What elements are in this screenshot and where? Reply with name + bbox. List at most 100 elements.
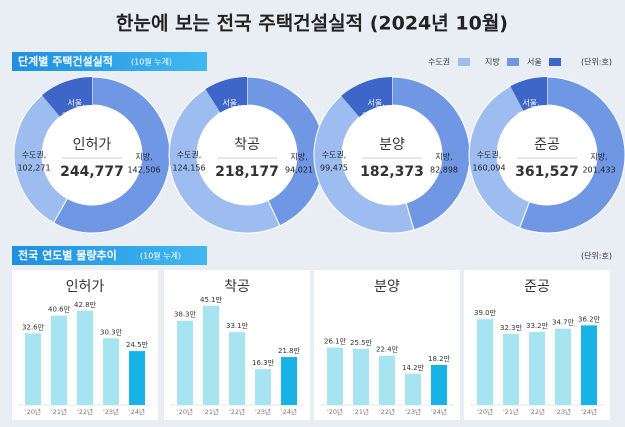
bar [203, 305, 219, 405]
bar [51, 315, 67, 405]
bar [581, 325, 597, 405]
segment-value: 20,578 [362, 112, 390, 121]
donut-total: 361,527 [515, 164, 579, 180]
bar [25, 333, 41, 405]
bar [503, 333, 519, 405]
section-note: (10월 누계) [140, 251, 181, 261]
x-tick-label: '23년 [555, 407, 571, 416]
panel-title: 분양 [374, 279, 400, 295]
value-label: 40.6만 [48, 305, 71, 314]
donut-title: 착공 [234, 137, 260, 153]
donut-segment [510, 77, 547, 111]
bar [177, 320, 193, 405]
bar [129, 351, 145, 405]
segment-label: 지방, [135, 152, 152, 162]
bar [353, 348, 369, 405]
bar [431, 364, 447, 405]
donut-hole [197, 105, 297, 205]
segment-label: 지방, [590, 152, 607, 162]
segment-label: 서울, [67, 99, 84, 108]
value-label: 16.3만 [252, 358, 275, 367]
x-tick-label: '20년 [477, 407, 493, 416]
donut-title: 준공 [534, 137, 560, 153]
x-tick-label: '21년 [353, 407, 369, 416]
donut-total: 182,373 [360, 164, 424, 180]
value-label: 32.6만 [22, 322, 45, 331]
segment-value: 160,094 [472, 164, 505, 173]
page-title: 한눈에 보는 전국 주택건설실적 (2024년 10월) [116, 13, 508, 35]
segment-label: 지방, [290, 152, 307, 162]
legend-label: 서울 [527, 58, 542, 67]
segment-value: 124,156 [172, 164, 205, 173]
donut-title: 인허가 [73, 137, 112, 153]
value-label: 45.1만 [200, 295, 223, 304]
value-label: 22.4만 [376, 345, 399, 354]
donut-segment [42, 77, 92, 117]
bar [555, 328, 571, 405]
section-header [12, 52, 207, 71]
x-tick-label: '22년 [229, 407, 245, 416]
value-label: 24.5만 [126, 340, 149, 349]
x-tick-label: '24년 [431, 407, 447, 416]
legend-label: 지방 [485, 57, 500, 67]
x-tick-label: '24년 [281, 407, 297, 416]
segment-label: 수도권, [322, 150, 347, 160]
value-label: 32.3만 [500, 323, 523, 332]
segment-label: 서울, [367, 99, 384, 108]
value-label: 33.1만 [226, 321, 249, 330]
x-tick-label: '23년 [405, 407, 421, 416]
segment-label: 서울, [222, 99, 239, 108]
x-tick-label: '20년 [327, 407, 343, 416]
value-label: 18.2만 [428, 354, 451, 363]
x-tick-label: '24년 [129, 407, 145, 416]
value-label: 14.2만 [402, 363, 425, 372]
bar [229, 332, 245, 405]
x-tick-label: '22년 [379, 407, 395, 416]
section-label: 단계별 주택건설실적 [18, 54, 113, 68]
segment-label: 수도권, [477, 150, 502, 160]
value-label: 25.5만 [350, 338, 373, 347]
donut-total: 244,777 [60, 164, 124, 180]
x-tick-label: '24년 [581, 407, 597, 416]
bar [77, 310, 93, 405]
segment-value: 201,433 [582, 166, 615, 175]
bar [327, 347, 343, 405]
section-label: 전국 연도별 물량추이 [18, 248, 117, 262]
unit-note: (단위:호) [581, 251, 612, 261]
donut-segment [341, 77, 392, 118]
legend-label: 수도권 [428, 57, 450, 67]
value-label: 39.0만 [474, 308, 497, 317]
segment-value: 19,482 [217, 112, 245, 121]
section-header [12, 246, 207, 265]
x-tick-label: '20년 [177, 407, 193, 416]
x-tick-label: '23년 [103, 407, 119, 416]
x-tick-label: '21년 [51, 407, 67, 416]
legend-swatch [507, 58, 519, 66]
bar [405, 373, 421, 405]
x-tick-label: '22년 [529, 407, 545, 416]
bar [379, 355, 395, 405]
donut-hole [42, 105, 142, 205]
bar [477, 319, 493, 405]
value-label: 30.3만 [100, 327, 123, 336]
x-tick-label: '21년 [503, 407, 519, 416]
section-note: (10월 누계) [131, 57, 172, 67]
donut-hole [497, 105, 597, 205]
legend-swatch [458, 58, 470, 66]
unit-note: (단위:호) [581, 57, 612, 67]
donut-total: 218,177 [215, 164, 279, 180]
segment-value: 82,898 [430, 166, 458, 175]
segment-label: 서울, [522, 99, 539, 108]
donut-title: 분양 [379, 137, 405, 153]
bar [103, 338, 119, 405]
value-label: 42.8만 [74, 300, 97, 309]
value-label: 26.1만 [324, 337, 347, 346]
x-tick-label: '21년 [203, 407, 219, 416]
value-label: 36.2만 [578, 314, 601, 323]
value-label: 34.7만 [552, 318, 575, 327]
donut-hole [342, 105, 442, 205]
segment-value: 27,095 [62, 112, 90, 121]
bar [529, 331, 545, 405]
x-tick-label: '22년 [77, 407, 93, 416]
